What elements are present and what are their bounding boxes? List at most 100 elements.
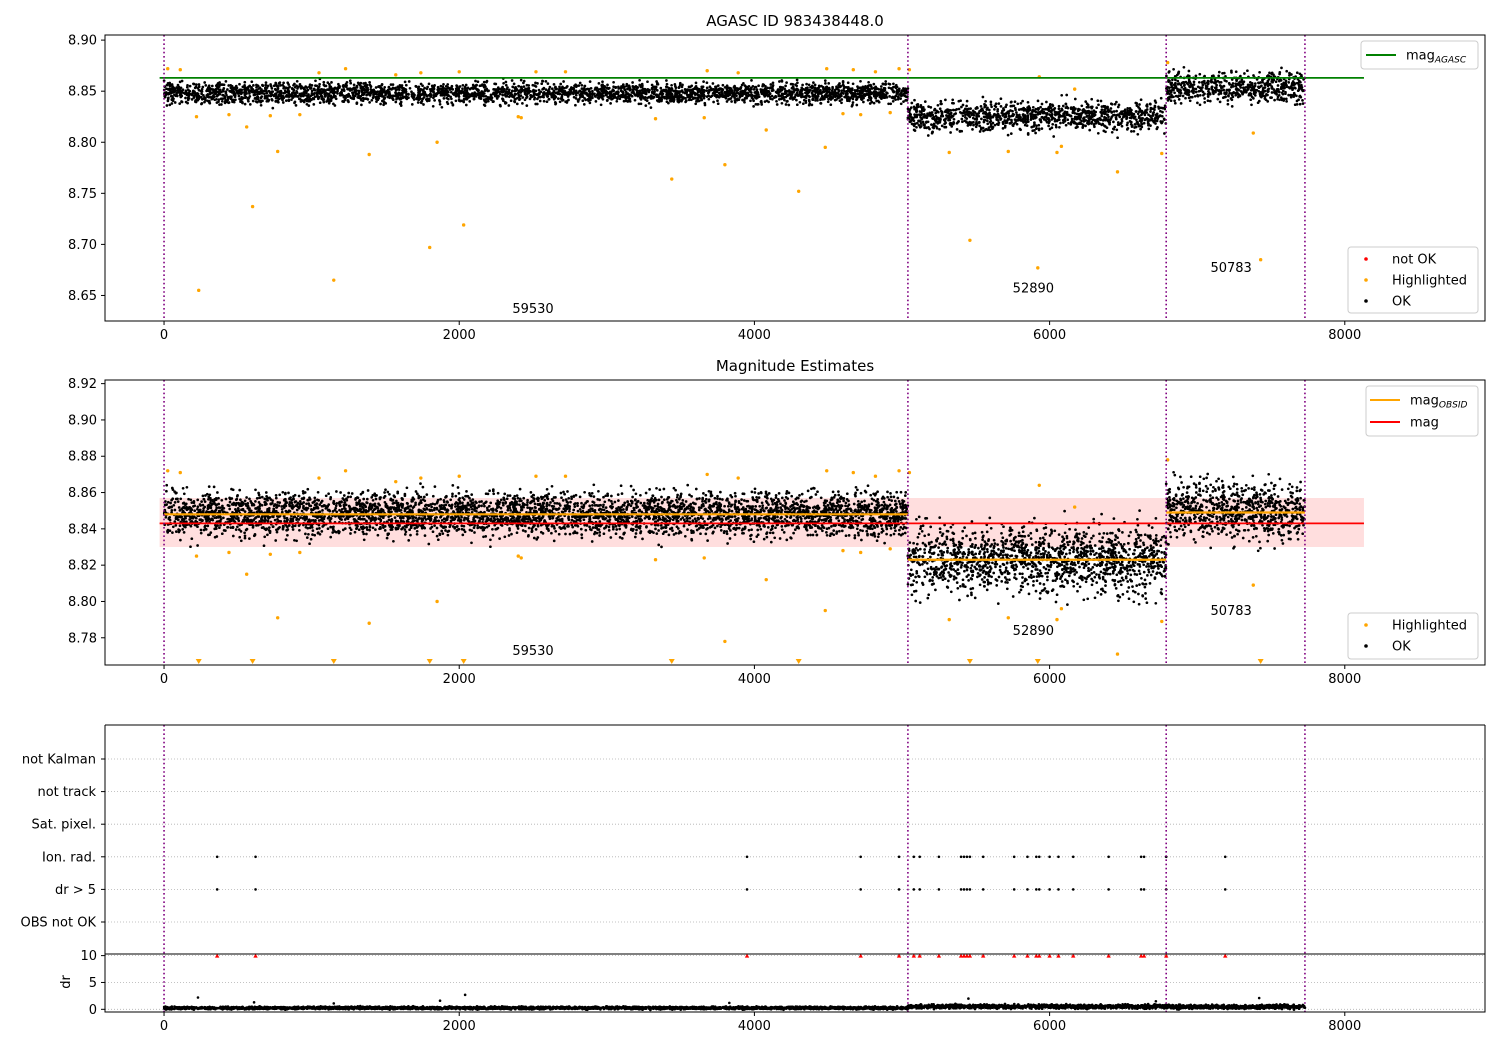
- ok-point: [285, 93, 289, 97]
- ok-point: [852, 95, 856, 98]
- ok-point: [229, 89, 233, 93]
- ok-point: [168, 87, 172, 91]
- ok-point: [957, 107, 961, 111]
- ok-point: [462, 94, 466, 98]
- ok-point: [756, 102, 760, 106]
- ok-point: [525, 104, 529, 107]
- ok-point: [336, 92, 339, 95]
- ok-point: [745, 96, 748, 100]
- ok-point: [918, 113, 922, 117]
- ok-point: [788, 92, 791, 96]
- ok-point: [936, 110, 940, 114]
- ok-point: [1105, 117, 1109, 121]
- ok-point: [1050, 114, 1053, 118]
- ok-point: [781, 93, 784, 97]
- ok-point: [351, 91, 354, 94]
- ok-point: [355, 92, 359, 96]
- ok-point: [633, 98, 637, 102]
- ok-point: [742, 90, 746, 94]
- ok-point: [934, 119, 938, 123]
- ok-point: [1241, 92, 1244, 96]
- ok-point: [407, 80, 411, 83]
- ok-point: [763, 95, 767, 98]
- ok-point: [1032, 113, 1035, 117]
- ok-point: [354, 89, 357, 93]
- ok-point: [899, 97, 902, 100]
- ok-point: [889, 87, 893, 90]
- highlighted-point-11: [332, 278, 336, 282]
- ok-point: [333, 104, 337, 107]
- ok-point: [1194, 90, 1198, 94]
- ok-point: [1193, 94, 1197, 98]
- ok-point: [1295, 71, 1299, 75]
- ok-point: [1184, 89, 1187, 93]
- ok-point: [866, 98, 870, 102]
- ok-point: [947, 118, 950, 122]
- ok-point: [951, 98, 955, 102]
- ok-point: [777, 94, 781, 98]
- ok-point: [719, 94, 723, 98]
- ok-point: [197, 88, 201, 92]
- ok-point: [688, 85, 692, 89]
- ok-point: [843, 85, 847, 89]
- ok-point: [1250, 103, 1253, 107]
- ok-point: [774, 94, 777, 98]
- ok-point: [655, 89, 659, 92]
- ok-point: [394, 100, 398, 104]
- ok-point: [612, 89, 616, 93]
- ok-point: [432, 96, 435, 100]
- ok-point: [382, 103, 385, 107]
- ok-point: [224, 90, 228, 94]
- ok-point: [1090, 120, 1094, 124]
- ok-point: [514, 92, 518, 96]
- ok-point: [499, 104, 502, 108]
- ok-point: [259, 96, 263, 100]
- ok-point: [1165, 74, 1168, 78]
- ok-point: [984, 128, 987, 132]
- ok-point: [605, 90, 609, 94]
- ok-point: [1196, 94, 1200, 98]
- ok-point: [519, 85, 523, 89]
- ok-point: [1251, 85, 1255, 89]
- ok-point: [680, 95, 683, 99]
- ok-point: [990, 105, 993, 109]
- ok-point: [1078, 122, 1082, 125]
- ok-point: [343, 94, 347, 98]
- ok-point: [394, 91, 397, 94]
- ok-point: [1130, 130, 1133, 133]
- ok-point: [1044, 119, 1048, 122]
- ok-point: [260, 90, 264, 93]
- ok-point: [372, 89, 375, 93]
- ok-point: [589, 86, 593, 90]
- ok-point: [1172, 83, 1176, 87]
- ok-point: [255, 96, 259, 99]
- ok-point: [429, 94, 432, 98]
- ok-point: [487, 89, 490, 93]
- ok-point: [383, 85, 387, 89]
- ok-point: [1159, 120, 1163, 123]
- ok-point: [1226, 99, 1230, 102]
- ok-point: [282, 81, 285, 85]
- ok-point: [464, 83, 468, 87]
- ok-point: [1291, 80, 1295, 83]
- ok-point: [603, 85, 606, 88]
- ok-point: [1285, 69, 1289, 73]
- ok-point: [1009, 121, 1012, 125]
- ok-point: [795, 84, 799, 88]
- ok-point: [920, 110, 923, 114]
- ok-point: [1125, 115, 1129, 118]
- ok-point: [436, 91, 440, 95]
- ok-point: [220, 99, 224, 103]
- ok-point: [567, 98, 570, 102]
- ok-point: [1213, 86, 1217, 90]
- ok-point: [1035, 127, 1038, 130]
- ok-point: [1059, 121, 1062, 125]
- ok-point: [617, 85, 620, 89]
- ok-point: [567, 91, 571, 95]
- ok-point: [391, 98, 395, 102]
- ok-point: [1052, 135, 1056, 138]
- ok-point: [601, 94, 604, 97]
- ok-point: [324, 94, 328, 98]
- ok-point: [851, 97, 855, 101]
- ok-point: [263, 92, 266, 96]
